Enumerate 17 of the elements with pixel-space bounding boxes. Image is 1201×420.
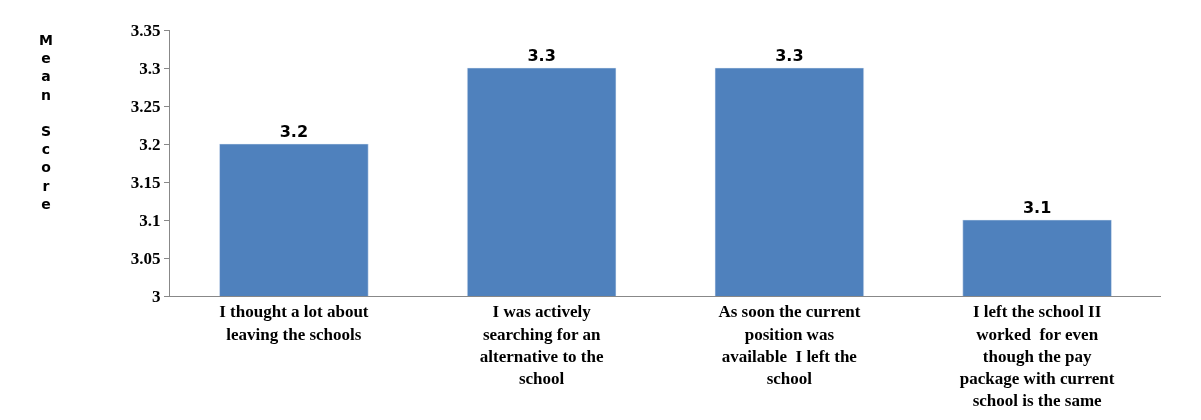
y-tick-label: 3.15	[130, 172, 161, 192]
data-label: 3.3	[775, 46, 804, 65]
x-tick-label: I was actively searching for an alternative to the school	[479, 302, 604, 388]
data-label: 3.2	[279, 122, 309, 141]
y-tick-label: 3.3	[139, 58, 161, 78]
y-tick-label: 3.1	[139, 210, 161, 230]
x-tick-label: As soon the current position was available I left the school	[718, 302, 861, 388]
x-tick-label: I thought a lot about leaving the schools	[219, 302, 369, 344]
data-label: 3.3	[527, 46, 556, 65]
data-label: 3.1	[1022, 198, 1052, 217]
y-tick-label: 3.2	[139, 134, 161, 154]
y-tick-label: 3.25	[130, 96, 161, 116]
text: Mean Score	[39, 32, 53, 212]
y-tick-label: 3.35	[130, 20, 161, 40]
y-tick-label: 3.05	[130, 248, 161, 268]
y-tick-label: 3	[152, 286, 161, 306]
x-tick-label: I left the school II worked for even though the pay package with current school is the same	[959, 302, 1115, 410]
